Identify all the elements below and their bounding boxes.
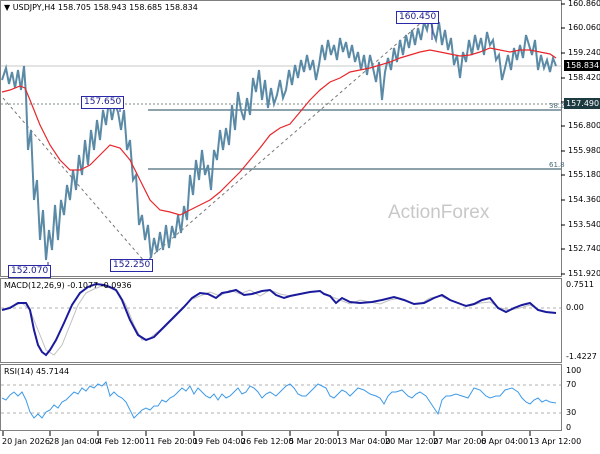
low-left-label: 152.070 [8,265,52,278]
swing-high-label: 157.650 [81,96,125,109]
macd-tick: 0.7511 [566,280,594,289]
rsi-header: RSI(14) 45.7144 [4,367,70,376]
moving-average-line [1,47,557,216]
price-axis-ticks [561,3,565,275]
symbol-header: ▼ USDJPY,H4 158.705 158.943 158.685 158.… [4,3,198,12]
price-tick: 160.860 [568,0,600,8]
price-tick: 152.740 [568,244,600,253]
time-tick: 19 Feb 04:00 [193,437,246,446]
price-tick: 151.920 [568,269,600,278]
uptrend-line [144,14,431,263]
high-label: 160.450 [396,11,440,24]
price-tick: 160.060 [568,23,600,32]
time-tick: 13 Apr 12:00 [529,437,582,446]
price-tick: 155.180 [568,170,600,179]
fib-61-label: 61.8 [549,161,565,169]
price-tick: 156.800 [568,121,600,130]
time-tick: 13 Mar 04:00 [337,437,391,446]
time-tick: 5 Mar 20:00 [289,437,338,446]
dropdown-triangle-icon[interactable]: ▼ [4,3,11,12]
time-tick: 11 Feb 20:00 [145,437,198,446]
price-tick: 158.420 [568,73,600,82]
time-tick: 26 Feb 12:00 [241,437,294,446]
symbol-ohlc-text: USDJPY,H4 158.705 158.943 158.685 158.83… [12,3,198,12]
time-tick: 28 Jan 04:00 [49,437,100,446]
price-candles [1,14,557,261]
watermark: ActionForex [388,202,490,223]
time-tick: 20 Jan 2026 [2,437,50,446]
macd-header: MACD(12,26,9) -0.1077 -0.0936 [4,281,132,290]
current-price-tag: 158.834 [564,60,600,71]
macd-tick: -1.4227 [566,352,597,361]
time-tick: 6 Apr 04:00 [481,437,529,446]
price-tick: 155.980 [568,146,600,155]
rsi-tick: 0 [566,423,572,432]
rsi-tick: 30 [566,408,577,417]
macd-panel-frame [0,278,562,363]
fib-38-label: 38.2 [549,102,565,110]
rsi-tick: 70 [566,380,577,389]
low-right-label: 152.250 [110,259,154,272]
macd-line [1,282,557,357]
price-tick: 159.240 [568,48,600,57]
time-tick: 27 Mar 20:00 [433,437,487,446]
time-tick: 4 Feb 12:00 [97,437,145,446]
rsi-tick: 100 [566,366,582,375]
time-axis-ticks [2,431,531,436]
macd-tick: 0.00 [566,303,584,312]
rsi-panel-frame [0,364,562,431]
price-tick: 154.360 [568,195,600,204]
price-tick: 153.540 [568,220,600,229]
time-tick: 20 Mar 12:00 [385,437,439,446]
level-price-tag: 157.490 [564,98,600,109]
rsi-line [1,381,557,419]
